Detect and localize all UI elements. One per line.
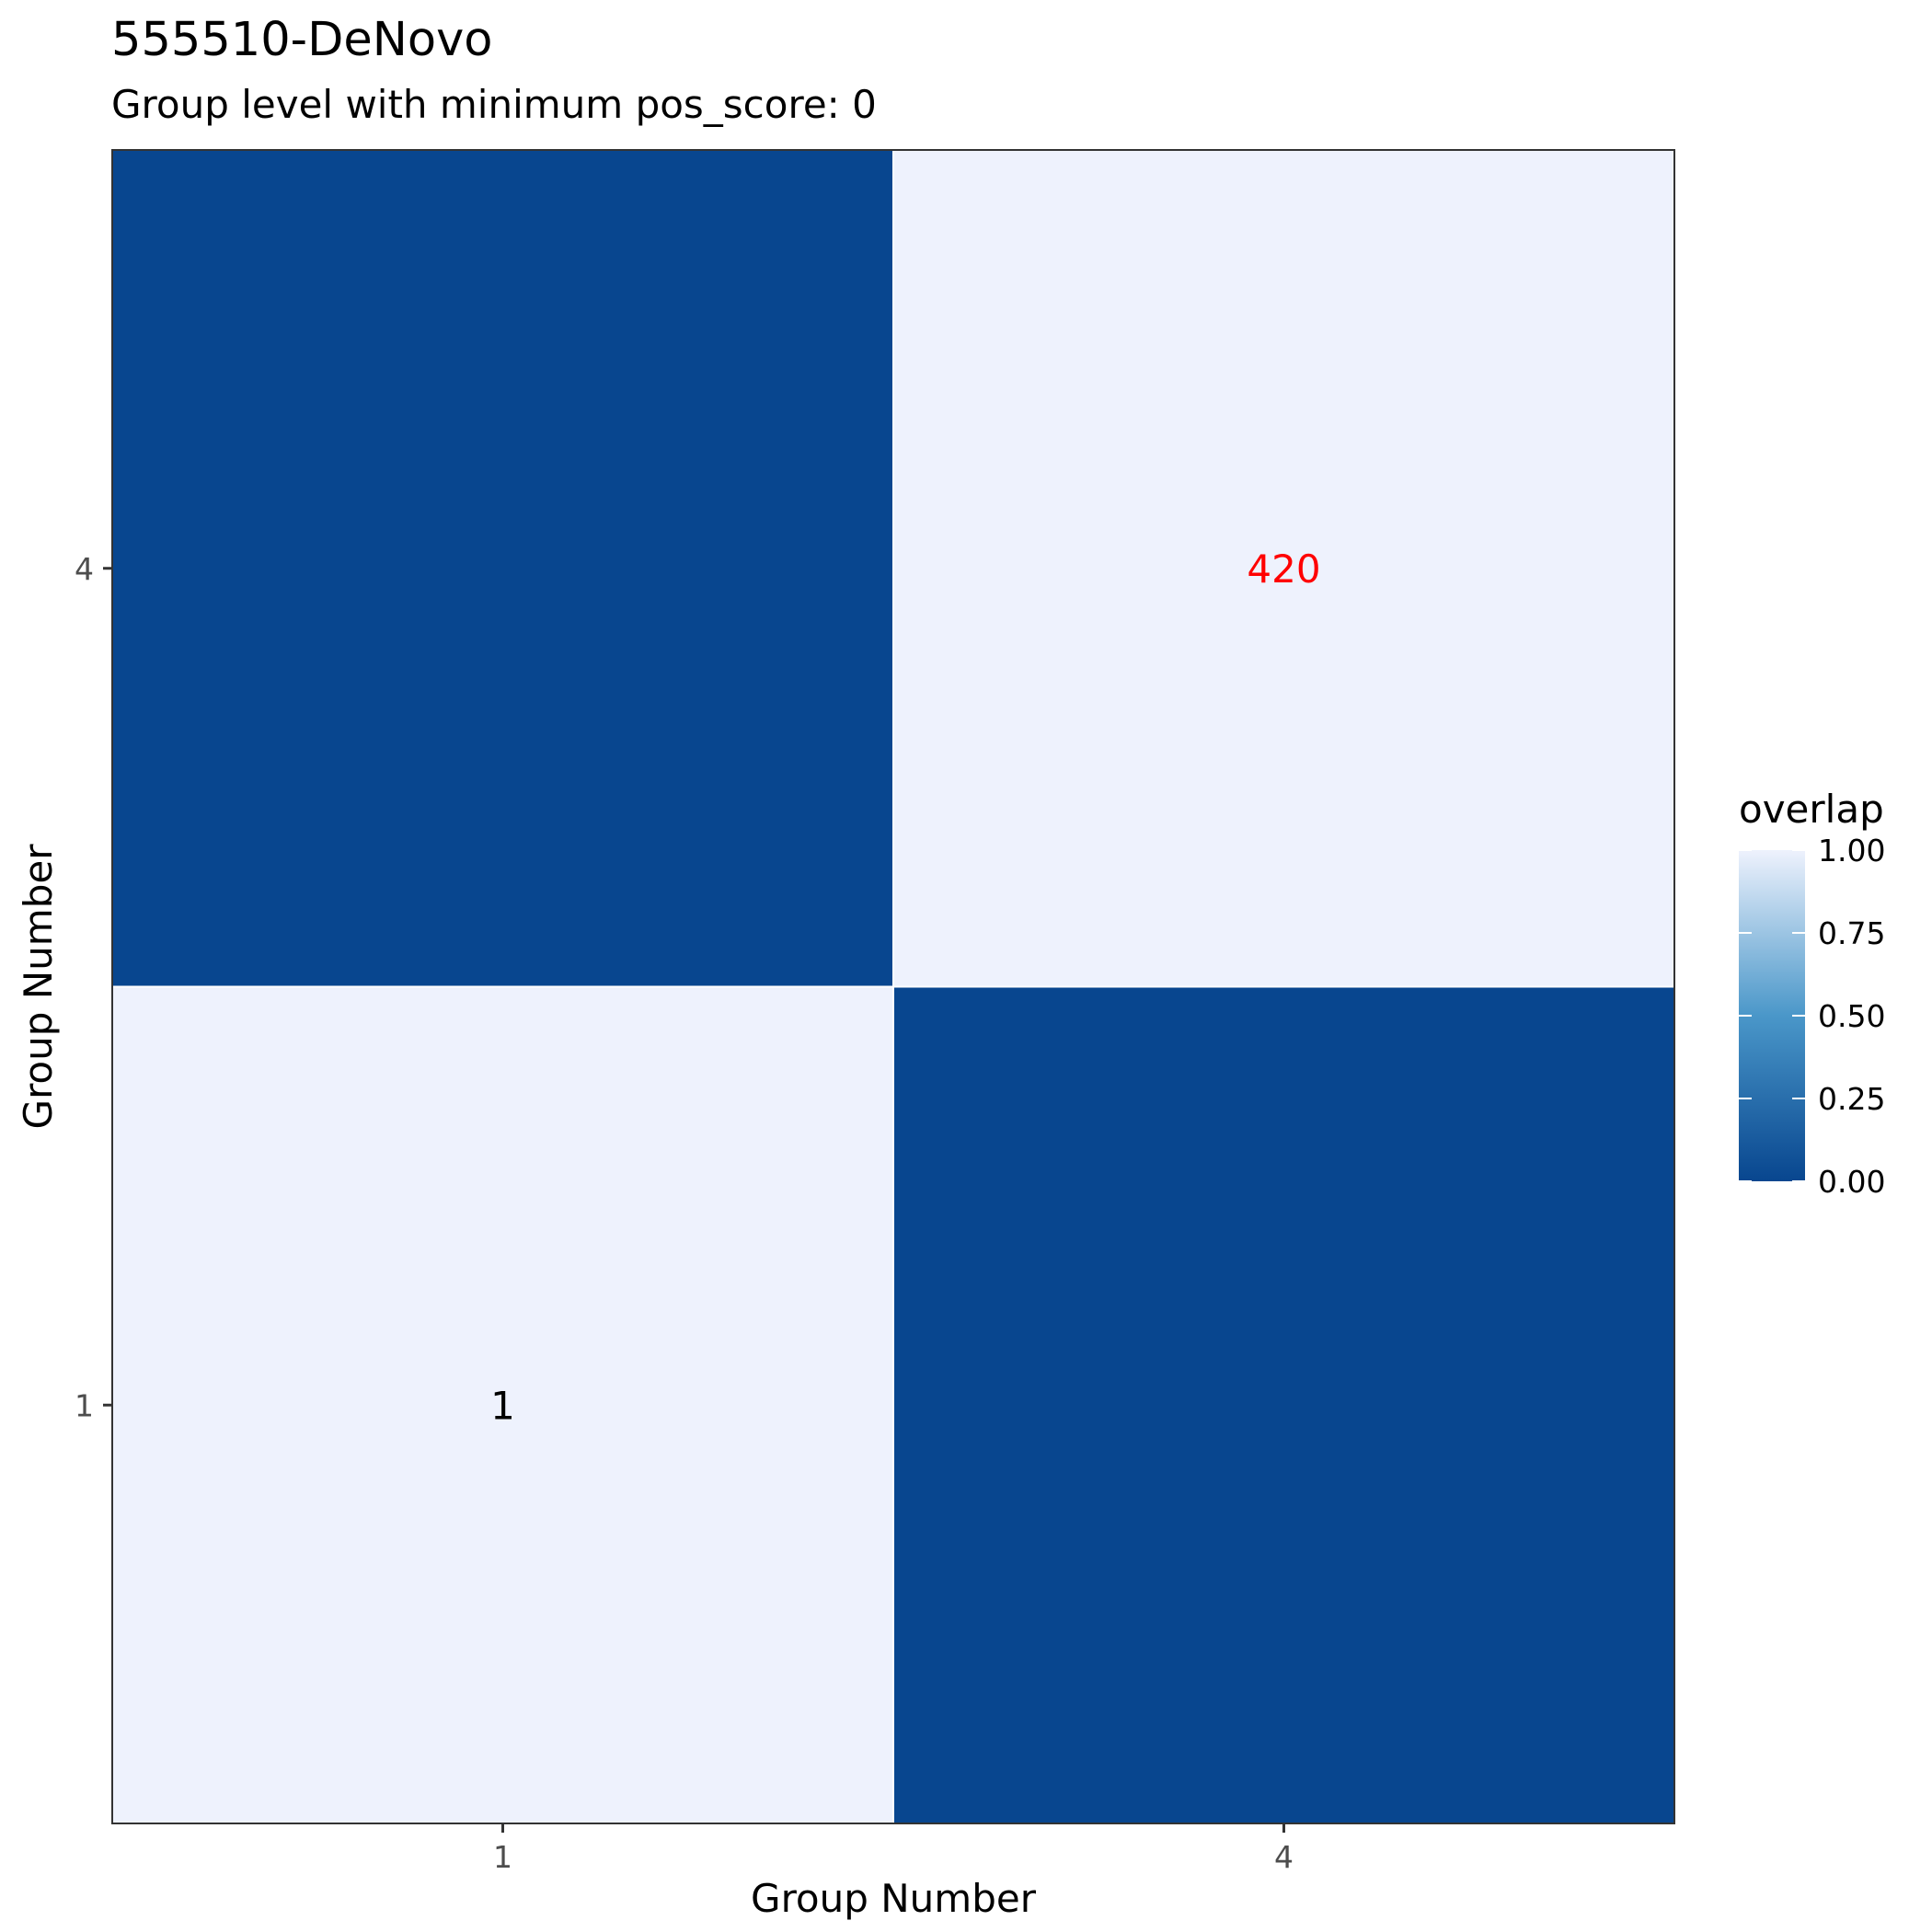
x-tick-label-4: 4 — [1274, 1839, 1294, 1875]
x-axis-title: Group Number — [751, 1876, 1037, 1921]
legend-tick-label: 0.00 — [1818, 1164, 1885, 1200]
y-tick-label-1: 1 — [75, 1387, 94, 1423]
heatmap-cell-4-1 — [892, 985, 1675, 1824]
y-tick-label-4: 4 — [75, 551, 94, 587]
legend-title: overlap — [1739, 787, 1884, 832]
cell-label-4-4: 420 — [1247, 546, 1320, 592]
chart-title: 555510-DeNovo — [111, 13, 492, 67]
legend-tick-label: 0.75 — [1818, 915, 1885, 951]
chart-subtitle: Group level with minimum pos_score: 0 — [111, 82, 877, 127]
panel-border — [111, 149, 1675, 1824]
legend: overlap 0.00 0.25 0.50 0.75 1.00 — [1739, 787, 1885, 1200]
cell-label-1-1: 1 — [490, 1383, 515, 1428]
heatmap-cell-1-1 — [111, 985, 894, 1824]
heatmap-cell-labels: 1 420 — [490, 546, 1320, 1429]
heatmap-cell-4-4 — [892, 149, 1675, 988]
x-tick-label-1: 1 — [493, 1839, 512, 1875]
legend-tick-label: 1.00 — [1818, 833, 1885, 868]
legend-tick-label: 0.50 — [1818, 998, 1885, 1034]
heatmap-cells — [111, 149, 1675, 1824]
y-axis-title: Group Number — [16, 844, 61, 1130]
heatmap-cell-1-4 — [111, 149, 894, 988]
legend-tick-label: 0.25 — [1818, 1081, 1885, 1117]
y-axis: 14 — [75, 551, 112, 1423]
legend-ticks: 0.00 0.25 0.50 0.75 1.00 — [1739, 833, 1885, 1200]
